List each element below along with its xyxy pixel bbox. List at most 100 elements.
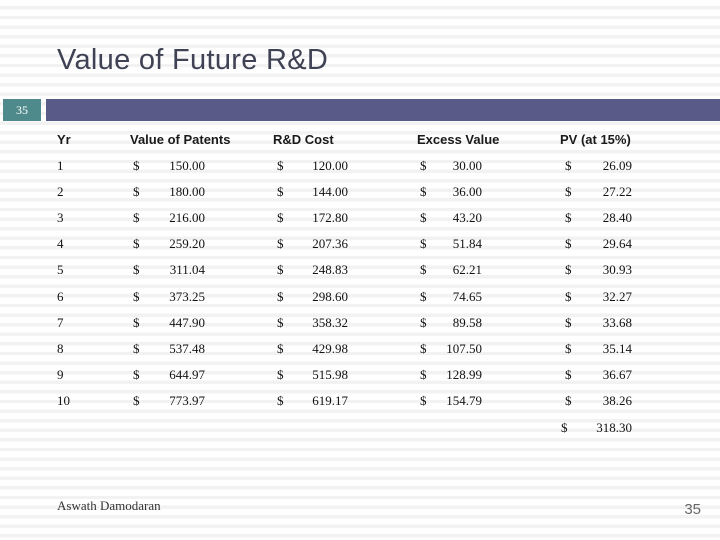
currency-symbol: $ bbox=[565, 340, 572, 356]
cell-rd-cost-value: 144.00 bbox=[312, 184, 348, 200]
cell-rd-cost-value: 619.17 bbox=[312, 392, 348, 408]
cell-yr: 6 bbox=[57, 288, 64, 304]
column-header-rd-cost: R&D Cost bbox=[273, 132, 334, 147]
cell-pv-value: 33.68 bbox=[602, 314, 632, 330]
column-header-value-of-patents: Value of Patents bbox=[130, 132, 231, 147]
cell-rd-cost-value: 429.98 bbox=[312, 340, 348, 356]
currency-symbol: $ bbox=[277, 288, 284, 304]
currency-symbol: $ bbox=[133, 184, 140, 200]
cell-value-of-patents: $311.04 bbox=[133, 262, 205, 278]
currency-symbol: $ bbox=[277, 366, 284, 382]
cell-value-of-patents: $150.00 bbox=[133, 158, 205, 174]
currency-symbol: $ bbox=[565, 158, 572, 173]
currency-symbol: $ bbox=[565, 314, 572, 330]
cell-yr: 10 bbox=[57, 392, 70, 408]
cell-pv-value: 27.22 bbox=[602, 184, 632, 200]
currency-symbol: $ bbox=[277, 184, 284, 200]
cell-excess-value-value: 128.99 bbox=[446, 366, 482, 382]
cell-value-of-patents-value: 537.48 bbox=[169, 340, 205, 356]
cell-pv-value: 35.14 bbox=[602, 340, 632, 356]
cell-pv: $32.27 bbox=[565, 289, 632, 305]
title-divider-bar bbox=[46, 99, 720, 121]
cell-rd-cost: $172.80 bbox=[277, 210, 348, 226]
cell-rd-cost: $120.00 bbox=[277, 158, 348, 174]
cell-value-of-patents-value: 180.00 bbox=[169, 184, 205, 200]
currency-symbol: $ bbox=[133, 262, 140, 278]
currency-symbol: $ bbox=[565, 210, 572, 226]
cell-pv-value: 26.09 bbox=[602, 158, 632, 173]
currency-symbol: $ bbox=[133, 236, 140, 252]
currency-symbol: $ bbox=[133, 288, 140, 304]
cell-excess-value-value: 62.21 bbox=[452, 262, 482, 278]
cell-excess-value: $30.00 bbox=[420, 158, 482, 174]
table-total-row: $ 318.30 bbox=[0, 420, 720, 437]
cell-excess-value: $128.99 bbox=[420, 367, 482, 383]
cell-pv: $33.68 bbox=[565, 315, 632, 331]
cell-pv-value: 30.93 bbox=[602, 262, 632, 278]
cell-excess-value: $36.00 bbox=[420, 184, 482, 200]
cell-excess-value: $43.20 bbox=[420, 210, 482, 226]
cell-excess-value: $89.58 bbox=[420, 315, 482, 331]
cell-pv: $28.40 bbox=[565, 210, 632, 226]
currency-symbol: $ bbox=[420, 158, 427, 173]
cell-value-of-patents: $644.97 bbox=[133, 367, 205, 383]
currency-symbol: $ bbox=[420, 366, 427, 382]
currency-symbol: $ bbox=[420, 288, 427, 304]
currency-symbol: $ bbox=[277, 392, 284, 408]
currency-symbol: $ bbox=[561, 420, 568, 435]
currency-symbol: $ bbox=[565, 236, 572, 252]
cell-pv-value: 38.26 bbox=[602, 392, 632, 408]
cell-excess-value-value: 154.79 bbox=[446, 392, 482, 408]
cell-excess-value: $154.79 bbox=[420, 393, 482, 409]
currency-symbol: $ bbox=[420, 210, 427, 226]
cell-pv: $35.14 bbox=[565, 341, 632, 357]
slide-title: Value of Future R&D bbox=[57, 44, 329, 76]
cell-value-of-patents: $537.48 bbox=[133, 341, 205, 357]
cell-value-of-patents-value: 150.00 bbox=[169, 158, 205, 173]
currency-symbol: $ bbox=[133, 210, 140, 226]
cell-excess-value: $62.21 bbox=[420, 262, 482, 278]
cell-yr: 2 bbox=[57, 184, 64, 200]
cell-rd-cost-value: 248.83 bbox=[312, 262, 348, 278]
cell-pv: $36.67 bbox=[565, 367, 632, 383]
total-pv-value: 318.30 bbox=[596, 420, 632, 435]
cell-yr: 4 bbox=[57, 236, 64, 252]
cell-excess-value: $51.84 bbox=[420, 236, 482, 252]
cell-rd-cost-value: 515.98 bbox=[312, 366, 348, 382]
currency-symbol: $ bbox=[565, 392, 572, 408]
cell-rd-cost-value: 298.60 bbox=[312, 288, 348, 304]
cell-excess-value-value: 89.58 bbox=[452, 314, 482, 330]
currency-symbol: $ bbox=[277, 340, 284, 356]
cell-rd-cost-value: 358.32 bbox=[312, 314, 348, 330]
cell-total-pv: $ 318.30 bbox=[561, 420, 632, 436]
cell-excess-value-value: 43.20 bbox=[452, 210, 482, 226]
footer-author: Aswath Damodaran bbox=[57, 498, 161, 513]
cell-value-of-patents-value: 773.97 bbox=[169, 392, 205, 408]
currency-symbol: $ bbox=[277, 210, 284, 226]
cell-rd-cost: $619.17 bbox=[277, 393, 348, 409]
currency-symbol: $ bbox=[420, 392, 427, 408]
table-row: 8 $537.48 $429.98 $107.50 $35.14 bbox=[0, 341, 720, 358]
currency-symbol: $ bbox=[133, 340, 140, 356]
cell-pv: $26.09 bbox=[565, 158, 632, 174]
currency-symbol: $ bbox=[133, 158, 140, 173]
cell-yr: 9 bbox=[57, 366, 64, 382]
cell-excess-value-value: 51.84 bbox=[452, 236, 482, 252]
cell-value-of-patents: $259.20 bbox=[133, 236, 205, 252]
cell-rd-cost: $144.00 bbox=[277, 184, 348, 200]
cell-yr: 1 bbox=[57, 158, 64, 173]
currency-symbol: $ bbox=[277, 236, 284, 252]
currency-symbol: $ bbox=[277, 262, 284, 278]
cell-value-of-patents-value: 447.90 bbox=[169, 314, 205, 330]
cell-rd-cost-value: 172.80 bbox=[312, 210, 348, 226]
cell-value-of-patents: $180.00 bbox=[133, 184, 205, 200]
cell-value-of-patents-value: 259.20 bbox=[169, 236, 205, 252]
cell-rd-cost: $298.60 bbox=[277, 289, 348, 305]
cell-yr: 5 bbox=[57, 262, 64, 278]
cell-value-of-patents: $216.00 bbox=[133, 210, 205, 226]
cell-value-of-patents-value: 373.25 bbox=[169, 288, 205, 304]
cell-pv-value: 28.40 bbox=[602, 210, 632, 226]
cell-yr: 7 bbox=[57, 314, 64, 330]
currency-symbol: $ bbox=[420, 184, 427, 200]
